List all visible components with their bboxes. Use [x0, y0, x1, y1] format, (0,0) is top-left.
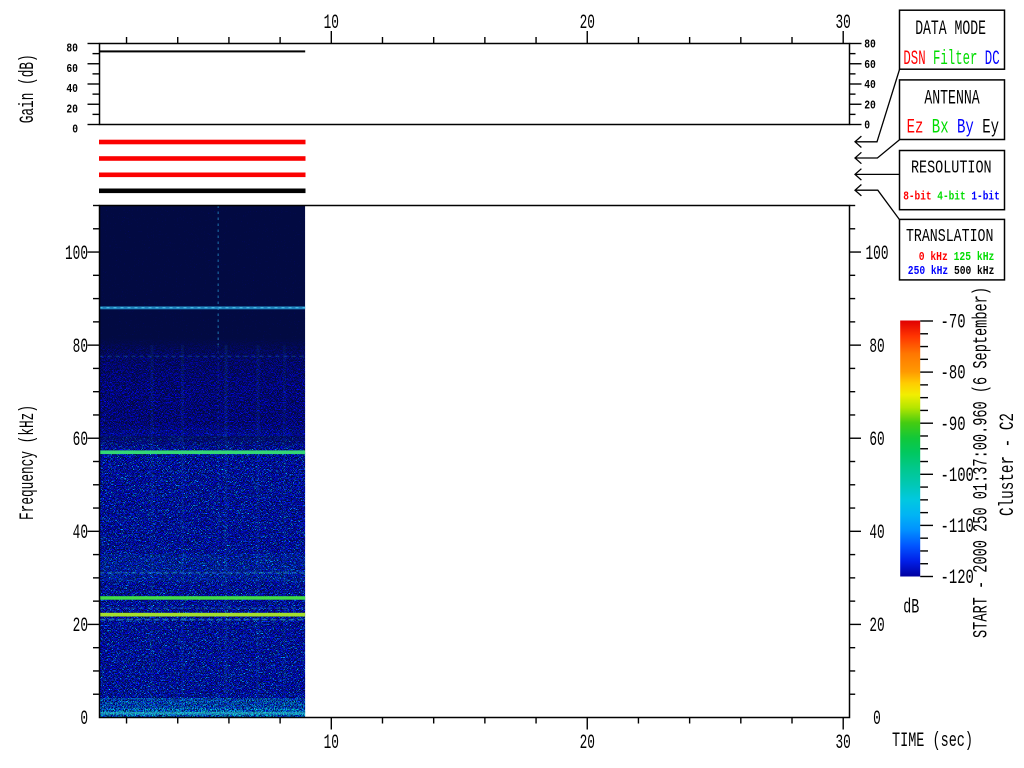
svg-text:60: 60 [864, 58, 876, 72]
svg-text:20: 20 [580, 12, 595, 35]
svg-text:-110: -110 [941, 516, 974, 539]
svg-text:dB: dB [903, 596, 919, 619]
svg-text:DC: DC [985, 48, 1000, 71]
svg-text:20: 20 [864, 98, 876, 112]
svg-text:30: 30 [836, 732, 851, 755]
svg-text:-120: -120 [941, 567, 974, 590]
svg-text:8-bit: 8-bit [903, 190, 931, 204]
svg-text:10: 10 [324, 12, 339, 35]
svg-text:4-bit: 4-bit [937, 190, 965, 204]
svg-text:40: 40 [73, 522, 88, 545]
svg-text:ANTENNA: ANTENNA [924, 87, 979, 110]
svg-text:START - 2000 250 01:37:00.960: START - 2000 250 01:37:00.960 (6 Septemb… [971, 287, 994, 638]
svg-text:20: 20 [73, 615, 88, 638]
svg-text:100: 100 [865, 243, 888, 266]
svg-text:80: 80 [73, 336, 88, 359]
svg-text:DATA MODE: DATA MODE [915, 18, 986, 41]
svg-text:40: 40 [869, 522, 884, 545]
svg-text:60: 60 [66, 62, 78, 76]
svg-text:80: 80 [869, 336, 884, 359]
svg-text:-90: -90 [941, 414, 966, 437]
svg-text:Gain (dB): Gain (dB) [17, 54, 40, 123]
svg-text:500 kHz: 500 kHz [954, 264, 994, 278]
svg-text:20: 20 [580, 732, 595, 755]
svg-text:TRANSLATION: TRANSLATION [906, 226, 994, 247]
svg-text:0: 0 [72, 123, 78, 137]
svg-text:60: 60 [73, 429, 88, 452]
svg-text:Bx: Bx [932, 117, 949, 140]
svg-text:125 kHz: 125 kHz [954, 250, 995, 264]
svg-text:Ez: Ez [907, 117, 924, 140]
svg-text:30: 30 [836, 12, 851, 35]
svg-text:100: 100 [65, 243, 88, 266]
svg-text:80: 80 [864, 38, 876, 52]
svg-text:0 kHz: 0 kHz [919, 250, 948, 264]
svg-text:1-bit: 1-bit [971, 190, 999, 204]
svg-text:20: 20 [869, 615, 884, 638]
svg-text:60: 60 [869, 429, 884, 452]
svg-text:-100: -100 [941, 465, 974, 488]
svg-text:RESOLUTION: RESOLUTION [911, 158, 992, 179]
svg-text:Filter: Filter [933, 48, 977, 71]
svg-text:0: 0 [864, 119, 870, 133]
svg-text:80: 80 [66, 42, 78, 56]
svg-text:TIME (sec): TIME (sec) [892, 730, 973, 753]
svg-text:20: 20 [66, 102, 78, 116]
svg-text:40: 40 [66, 82, 78, 96]
svg-text:Cluster - C2: Cluster - C2 [997, 413, 1020, 516]
svg-text:DSN: DSN [903, 48, 925, 71]
svg-text:10: 10 [324, 732, 339, 755]
svg-text:250 kHz: 250 kHz [908, 264, 948, 278]
svg-text:-80: -80 [941, 363, 966, 386]
svg-text:-70: -70 [941, 312, 966, 335]
svg-text:40: 40 [864, 78, 876, 92]
svg-text:Frequency (kHz): Frequency (kHz) [17, 405, 40, 520]
svg-text:0: 0 [873, 708, 881, 731]
svg-text:Ey: Ey [982, 117, 999, 140]
svg-text:0: 0 [80, 708, 88, 731]
svg-text:By: By [957, 117, 974, 140]
